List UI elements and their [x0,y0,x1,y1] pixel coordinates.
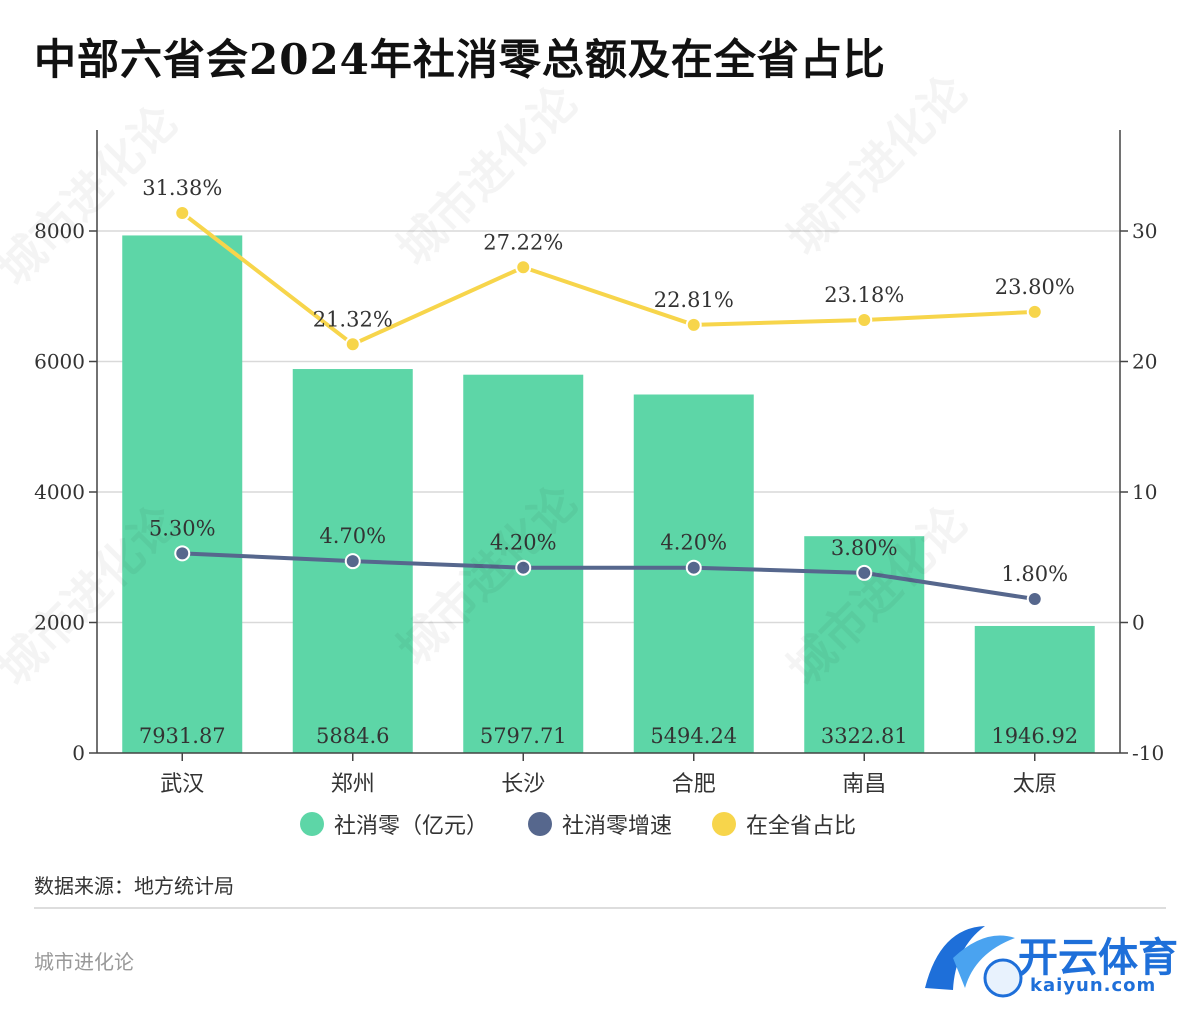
x-tick-label: 太原 [1013,772,1057,797]
point-label: 23.80% [995,275,1075,299]
x-tick-label: 合肥 [672,772,716,797]
bar [974,625,1095,753]
legend-label: 社消零（亿元） [334,814,489,839]
footer-brand: 城市进化论 [34,950,134,974]
series-line [182,551,1036,601]
series-point [174,545,191,562]
series-point [856,312,873,329]
kaiyun-logo [925,926,1023,998]
grid-lines [97,230,1120,624]
point-label: 1.80% [1001,562,1068,586]
data-source: 数据来源：地方统计局 [34,874,234,898]
legend-label: 社消零增速 [562,814,673,839]
bar-value-label: 7931.87 [139,724,226,748]
right-tick-label: 0 [1132,611,1145,635]
bar [122,235,243,753]
x-tick-label: 南昌 [842,772,886,797]
series-point [515,559,532,576]
series-point [685,559,702,576]
logo-text: 开云体育 [1018,935,1178,981]
point-label: 5.30% [149,516,216,540]
left-tick-label: 6000 [34,350,85,374]
point-label: 31.38% [142,176,222,200]
point-label: 3.80% [831,536,898,560]
point-label: 4.20% [490,531,557,555]
series-point [856,564,873,581]
bar-value-label: 5494.24 [650,724,737,748]
left-tick-label: 2000 [34,611,85,635]
legend-swatch [528,812,553,836]
left-tick-label: 4000 [34,480,85,504]
data-labels: 7931.87 5884.6 5797.71 5494.24 3322.81 1946.9… [139,176,1078,748]
series-lines [174,204,1043,608]
legend-label: 在全省占比 [746,814,857,839]
legend-item: 社消零（亿元） [300,808,488,840]
series-point [1026,303,1043,320]
bar-value-label: 1946.92 [991,724,1078,748]
right-tick-label: 30 [1132,219,1157,243]
x-tick-label: 武汉 [160,772,204,797]
series-point [1026,591,1043,608]
chart-legend: 社消零（亿元） 社消零增速 在全省占比 [300,808,856,840]
point-label: 23.18% [824,283,904,307]
footer-divider [34,907,1166,909]
series-point [344,336,361,353]
left-tick-label: 0 [72,741,85,765]
series-point [685,316,702,333]
chart-title: 中部六省会2024年社消零总额及在全省占比 [34,35,886,84]
legend-swatch [712,812,737,836]
point-label: 21.32% [313,307,393,331]
left-tick-label: 8000 [34,219,85,243]
legend-item: 在全省占比 [712,808,856,840]
x-tick-label: 长沙 [501,772,545,797]
axes: 0 2000 4000 6000 8000 -10 0 10 20 30 武汉 郑州 长沙 合肥 南昌 太原 [34,130,1164,797]
point-label: 22.81% [654,288,734,312]
right-tick-label: 20 [1132,350,1157,374]
series-point [344,553,361,570]
x-tick-label: 郑州 [331,772,375,797]
right-tick-label: -10 [1132,741,1164,765]
bar-value-label: 5884.6 [316,724,389,748]
legend-swatch [300,812,324,836]
logo-subtext: kaiyun.com [1030,975,1157,996]
bars [122,235,1095,753]
series-point [174,204,191,221]
point-label: 4.20% [660,531,727,555]
series-line [181,211,1035,347]
legend-item: 社消零增速 [528,808,672,840]
point-label: 27.22% [483,230,563,254]
bar-value-label: 5797.71 [480,724,567,748]
right-tick-label: 10 [1132,480,1157,504]
point-label: 4.70% [319,524,386,548]
series-point [515,259,532,276]
bar-value-label: 3322.81 [821,724,908,748]
